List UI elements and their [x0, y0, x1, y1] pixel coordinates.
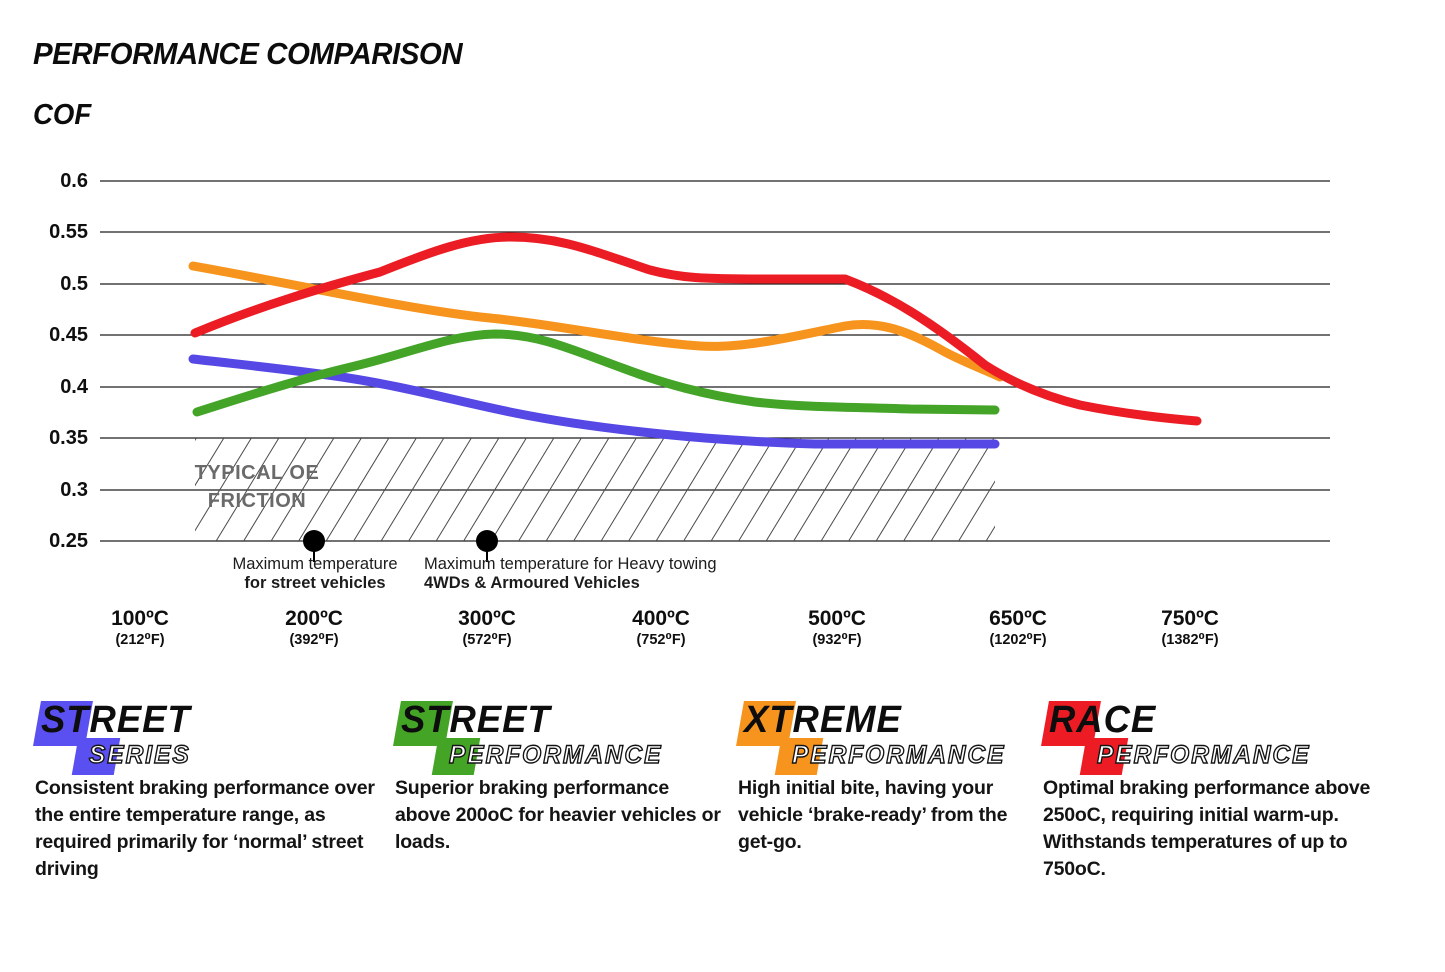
street-series-logo: STREET SERIES [33, 698, 380, 780]
x-tick-celsius: 200ºC [285, 607, 343, 630]
logo-word2: SERIES [88, 740, 191, 769]
x-tick-fahrenheit: (212⁰F) [115, 632, 165, 648]
x-tick-300c: 300ºC (572⁰F) [397, 607, 577, 650]
y-tick-label: 0.25 [49, 530, 88, 552]
annotation-max-temp-heavy-towing: Maximum temperature for Heavy towing 4WD… [424, 555, 736, 592]
annotation-line1: Maximum temperature for Heavy towing [424, 555, 717, 573]
annotation-line2: 4WDs & Armoured Vehicles [424, 573, 640, 592]
x-tick-fahrenheit: (752⁰F) [636, 632, 686, 648]
y-tick-label: 0.35 [49, 427, 88, 449]
product-description: High initial bite, having your vehicle ‘… [738, 777, 1008, 853]
annotation-line2: for street vehicles [244, 573, 386, 592]
legend-street-series: STREET SERIES Consistent braking perform… [33, 698, 380, 880]
curve-street-performance [192, 329, 1000, 417]
x-tick-celsius: 400ºC [632, 607, 690, 630]
x-tick-fahrenheit: (572⁰F) [462, 632, 512, 648]
y-tick-label: 0.4 [60, 376, 88, 398]
x-tick-200c: 200ºC (392⁰F) [224, 607, 404, 650]
oe-friction-label: TYPICAL OE FRICTION [188, 459, 326, 515]
street-performance-logo: STREET PERFORMANCE [393, 698, 725, 780]
annotation-line1: Maximum temperature [232, 555, 398, 573]
x-tick-fahrenheit: (1202⁰F) [989, 632, 1047, 648]
logo-word1: STREET [41, 699, 191, 741]
x-tick-celsius: 300ºC [458, 607, 516, 630]
x-tick-celsius: 100ºC [111, 607, 169, 630]
legend-xtreme-performance: XTREME PERFORMANCE High initial bite, ha… [736, 698, 1023, 853]
annotation-max-temp-street: Maximum temperature for street vehicles [222, 555, 408, 592]
legend-street-performance: STREET PERFORMANCE Superior braking perf… [393, 698, 725, 853]
logo-word1: RACE [1049, 699, 1157, 741]
x-tick-100c: 100ºC (212⁰F) [50, 607, 230, 650]
logo-word2: PERFORMANCE [791, 740, 1006, 769]
logo-word2: PERFORMANCE [1096, 740, 1311, 769]
x-tick-celsius: 650ºC [989, 607, 1047, 630]
product-description: Superior braking performance above 200oC… [395, 777, 721, 853]
x-tick-400c: 400ºC (752⁰F) [571, 607, 751, 650]
marker-pin-heavy-towing [476, 530, 498, 562]
y-axis-title: COF [33, 99, 92, 131]
curve-street-series [188, 354, 1000, 449]
performance-chart [100, 180, 1330, 562]
oe-friction-label-line2: FRICTION [207, 490, 307, 512]
x-tick-fahrenheit: (392⁰F) [289, 632, 339, 648]
product-description: Consistent braking performance over the … [35, 777, 375, 880]
curve-xtreme-performance [188, 261, 1005, 382]
y-tick-label: 0.3 [60, 479, 88, 501]
x-tick-celsius: 500ºC [808, 607, 866, 630]
race-performance-logo: RACE PERFORMANCE [1041, 698, 1373, 780]
marker-pin-street [303, 530, 325, 562]
logo-word1: STREET [401, 699, 551, 741]
curve-race-performance [190, 232, 1202, 426]
y-tick-label: 0.45 [49, 324, 88, 346]
legend-race-performance: RACE PERFORMANCE Optimal braking perform… [1041, 698, 1373, 880]
oe-friction-hatch [195, 438, 995, 541]
y-tick-label: 0.5 [60, 273, 88, 295]
oe-friction-label-line1: TYPICAL OE [194, 462, 320, 484]
y-tick-label: 0.55 [49, 221, 88, 243]
xtreme-performance-logo: XTREME PERFORMANCE [736, 698, 1023, 780]
logo-word2: PERFORMANCE [448, 740, 663, 769]
logo-word1: XTREME [744, 699, 902, 741]
x-tick-500c: 500ºC (932⁰F) [747, 607, 927, 650]
x-tick-fahrenheit: (1382⁰F) [1161, 632, 1219, 648]
product-description: Optimal braking performance above 250oC,… [1043, 777, 1371, 880]
x-tick-750c: 750ºC (1382⁰F) [1100, 607, 1280, 650]
x-tick-fahrenheit: (932⁰F) [812, 632, 862, 648]
page-title: PERFORMANCE COMPARISON [33, 36, 463, 71]
x-tick-650c: 650ºC (1202⁰F) [928, 607, 1108, 650]
y-tick-label: 0.6 [60, 170, 88, 192]
x-tick-celsius: 750ºC [1161, 607, 1219, 630]
